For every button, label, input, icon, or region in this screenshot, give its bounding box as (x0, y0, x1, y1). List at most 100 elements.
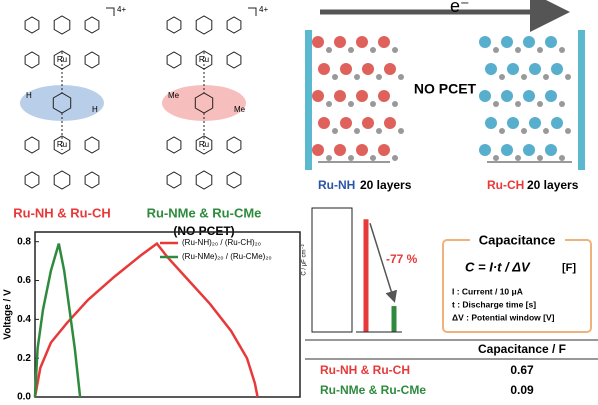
atom (398, 74, 404, 80)
no-pcet-label: NO PCET (414, 81, 477, 97)
atom (523, 36, 535, 48)
legend-line: t : Discharge time [s] (452, 299, 536, 309)
atom (354, 128, 360, 134)
atom (392, 155, 398, 161)
atom (384, 117, 396, 129)
molecule-label: Ru-NH & Ru-CH (13, 205, 110, 220)
atom (392, 47, 398, 53)
atom (370, 155, 376, 161)
cell: 0.09 (510, 383, 534, 397)
atom (348, 101, 354, 107)
atom (543, 128, 549, 134)
atom (332, 128, 338, 134)
atom (493, 155, 499, 161)
atom (537, 155, 543, 161)
atom (545, 144, 557, 156)
atom (485, 63, 497, 75)
atom (507, 63, 519, 75)
atom (334, 36, 346, 48)
charge: 4+ (259, 5, 268, 14)
left-name: Ru-NH (318, 178, 355, 192)
atom (312, 90, 324, 102)
atom (551, 63, 563, 75)
atom (545, 90, 557, 102)
annotation: -77 % (386, 252, 418, 266)
electron-label: e⁻ (450, 0, 470, 16)
ring (85, 172, 99, 188)
atom (537, 101, 543, 107)
metal: Ru (199, 55, 209, 64)
atom (356, 36, 368, 48)
atom (376, 74, 382, 80)
series-line (35, 244, 80, 397)
atom (537, 47, 543, 53)
series-line (35, 244, 258, 397)
atom (398, 128, 404, 134)
atom (392, 101, 398, 107)
capacitance-box: Capacitance C = I·t / ΔV [F] I : Current… (443, 232, 591, 332)
ring (25, 137, 39, 153)
electrode (305, 30, 312, 170)
bracket (106, 8, 114, 16)
atom (493, 47, 499, 53)
lattice (312, 36, 571, 161)
atom (521, 74, 527, 80)
atom (326, 155, 332, 161)
metal: Ru (57, 140, 67, 149)
atom (499, 128, 505, 134)
row-label: Ru-NMe & Ru-CMe (320, 383, 426, 397)
atom (501, 36, 513, 48)
atom (340, 117, 352, 129)
y-tick-label: 0.6 (17, 275, 31, 286)
ring (25, 172, 39, 188)
ring (227, 17, 241, 33)
plot-frame (312, 208, 352, 332)
ring (54, 171, 70, 189)
molecule-note: (NO PCET) (173, 224, 234, 238)
atom (559, 47, 565, 53)
ring (85, 137, 99, 153)
table-header: Capacitance / F (478, 342, 566, 356)
ring (85, 17, 99, 33)
atom (493, 101, 499, 107)
atom (356, 144, 368, 156)
ring (167, 52, 181, 68)
atom (370, 47, 376, 53)
legend-line: I : Current / 10 μA (452, 286, 523, 296)
atom (479, 90, 491, 102)
atom (340, 63, 352, 75)
ring (227, 172, 241, 188)
ring (227, 137, 241, 153)
bridge-atom: H (26, 91, 32, 100)
atom (348, 47, 354, 53)
cell: 0.67 (510, 363, 534, 377)
atom (326, 101, 332, 107)
atom (551, 117, 563, 129)
layer-diagram: e⁻ NO PCET Ru-NH 20 layers Ru-CH 20 laye… (305, 0, 585, 192)
legend-label: (Ru-NMe)₂₀ / (Ru-CMe)₂₀ (182, 252, 272, 261)
atom (485, 117, 497, 129)
atom (559, 155, 565, 161)
ring (196, 171, 212, 189)
atom (326, 47, 332, 53)
ring (196, 16, 212, 34)
metal: Ru (57, 55, 67, 64)
atom (507, 117, 519, 129)
figure: 4+RuRuHHRu-NH & Ru-CH4+RuRuMeMeRu-NMe & … (0, 0, 598, 400)
legend-line: ΔV : Potential window [V] (452, 312, 555, 322)
y-tick-label: 0.2 (17, 353, 31, 364)
bar (392, 306, 397, 332)
bar (364, 219, 369, 332)
y-tick-label: 0.0 (17, 392, 31, 400)
atom (362, 63, 374, 75)
atom (565, 74, 571, 80)
atom (523, 90, 535, 102)
highlight (20, 85, 104, 121)
atom (501, 144, 513, 156)
ring (25, 52, 39, 68)
electrode (578, 30, 585, 170)
y-axis-label: Voltage / V (3, 289, 14, 340)
bridge-atom: H (92, 105, 98, 114)
atom (565, 128, 571, 134)
right-name: Ru-CH (487, 178, 524, 192)
